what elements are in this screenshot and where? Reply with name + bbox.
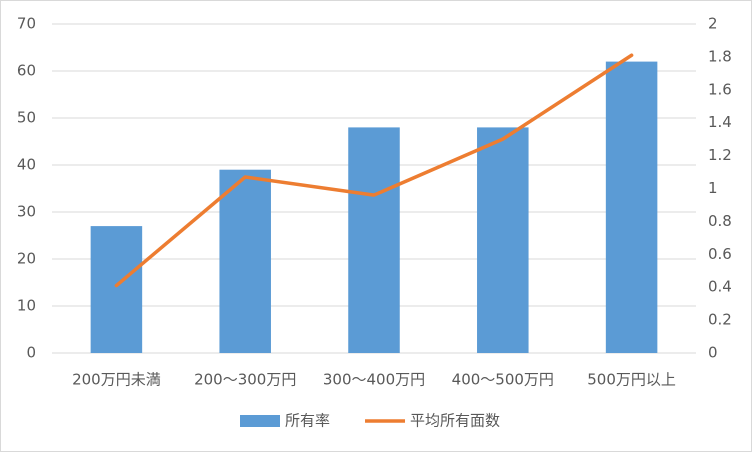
bar xyxy=(219,169,271,353)
legend-label: 平均所有面数 xyxy=(410,412,500,430)
bar xyxy=(477,127,529,354)
y-tick-label: 10 xyxy=(17,297,36,315)
y2-tick-label: 1.6 xyxy=(708,80,732,98)
y2-tick-label: 1.4 xyxy=(708,113,732,131)
x-tick-label: 300～400万円 xyxy=(323,371,425,389)
y-tick-label: 50 xyxy=(17,109,36,127)
bar xyxy=(348,127,400,354)
y-tick-label: 40 xyxy=(17,156,36,174)
y-tick-label: 70 xyxy=(17,15,36,33)
x-tick-label: 200万円未満 xyxy=(72,371,161,389)
legend-label: 所有率 xyxy=(285,412,330,430)
bar xyxy=(605,61,658,353)
x-tick-label: 500万円以上 xyxy=(587,371,676,389)
y2-tick-label: 1 xyxy=(708,179,718,197)
y2-tick-label: 0.2 xyxy=(708,311,732,329)
y-tick-label: 60 xyxy=(17,62,36,80)
y2-tick-label: 0.4 xyxy=(708,278,732,296)
y-tick-label: 20 xyxy=(17,250,36,268)
legend-swatch xyxy=(240,415,280,427)
bar xyxy=(90,226,143,353)
y2-tick-label: 0.6 xyxy=(708,245,732,263)
y-tick-label: 0 xyxy=(26,344,36,362)
y2-tick-label: 0.8 xyxy=(708,212,732,230)
y2-tick-label: 1.8 xyxy=(708,47,732,65)
y2-tick-label: 1.2 xyxy=(708,146,732,164)
x-tick-label: 400～500万円 xyxy=(452,371,554,389)
line xyxy=(114,53,634,288)
y2-tick-label: 0 xyxy=(708,344,718,362)
x-tick-label: 200～300万円 xyxy=(194,371,296,389)
y2-tick-label: 2 xyxy=(708,15,718,33)
y-tick-label: 30 xyxy=(17,203,36,221)
